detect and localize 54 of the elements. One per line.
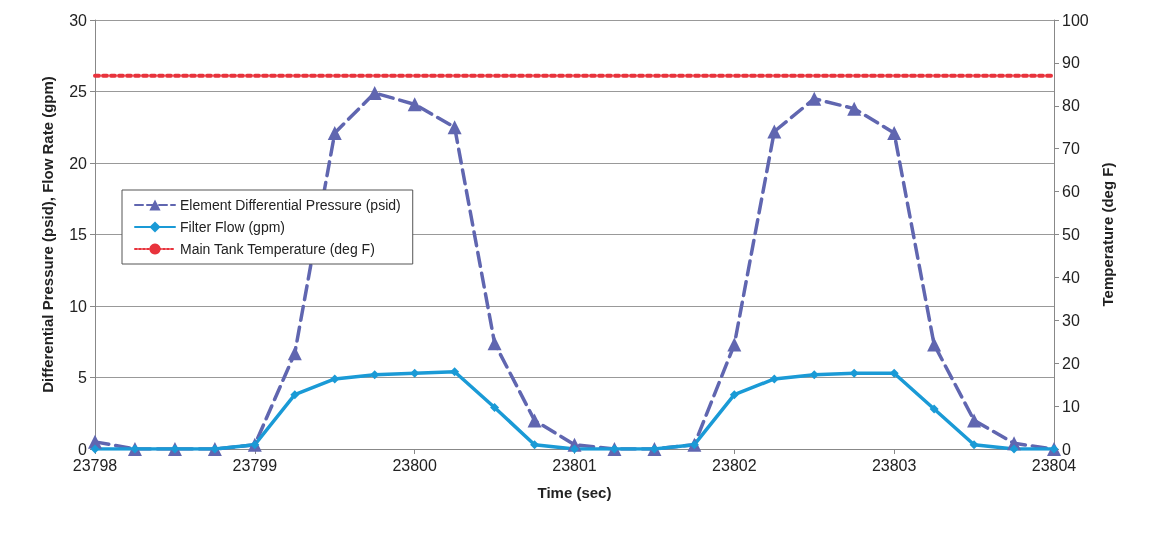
y-tick-label: 15 — [69, 226, 88, 243]
y-tick-label: 5 — [78, 369, 88, 386]
point — [450, 367, 460, 377]
x-axis-title: Time (sec) — [537, 484, 612, 501]
y2-tick-label: 0 — [1062, 440, 1071, 458]
point — [729, 390, 739, 400]
point — [447, 120, 462, 135]
point — [769, 374, 779, 384]
y-tick-label: 30 — [69, 11, 88, 29]
y-tick-label: 20 — [69, 154, 88, 172]
point — [767, 124, 782, 139]
x-tick-label: 23801 — [552, 456, 597, 474]
point — [367, 85, 382, 100]
point — [809, 370, 819, 380]
point — [407, 97, 422, 112]
y-axis-title: Differential Pressure (psid), Flow Rate (gpm) — [39, 76, 56, 393]
y2-tick-label: 20 — [1062, 354, 1080, 372]
y2-tick-label: 70 — [1062, 140, 1080, 158]
y2-tick-label: 10 — [1062, 397, 1080, 415]
point — [490, 403, 500, 413]
x-tick-label: 23800 — [392, 456, 438, 474]
y2-axis-title: Temperature (deg F) — [1098, 162, 1116, 307]
point — [1009, 444, 1019, 454]
legend-label: Filter Flow (gpm) — [180, 219, 286, 235]
y2-tick-label: 50 — [1062, 226, 1080, 243]
point — [727, 337, 742, 352]
y2-tick-label: 30 — [1062, 311, 1080, 329]
point — [807, 91, 822, 106]
legend-label: Main Tank Temperature (deg F) — [180, 241, 375, 257]
y2-tick-label: 40 — [1062, 268, 1080, 286]
point — [929, 404, 939, 414]
legend-label: Element Differential Pressure (psid) — [180, 197, 401, 213]
point — [290, 390, 300, 400]
x-tick-label: 23804 — [1031, 456, 1077, 474]
y2-tick-label: 60 — [1062, 183, 1080, 201]
y2-tick-label: 90 — [1062, 54, 1080, 72]
y2-tick-label: 100 — [1062, 11, 1089, 29]
point — [487, 336, 502, 351]
point — [327, 125, 342, 140]
point — [527, 413, 542, 428]
point — [847, 101, 862, 116]
y2-tick-label: 80 — [1062, 97, 1080, 115]
point — [969, 440, 979, 450]
point — [967, 413, 982, 428]
point — [287, 346, 302, 361]
y-tick-label: 0 — [78, 440, 88, 458]
point — [887, 125, 902, 140]
y-tick-label: 10 — [69, 297, 88, 315]
x-tick-label: 23798 — [72, 456, 118, 474]
x-tick-label: 23803 — [871, 456, 917, 474]
point — [927, 337, 942, 352]
x-tick-label: 23802 — [712, 456, 757, 474]
x-tick-label: 23799 — [232, 456, 278, 474]
y-tick-label: 25 — [69, 83, 88, 100]
